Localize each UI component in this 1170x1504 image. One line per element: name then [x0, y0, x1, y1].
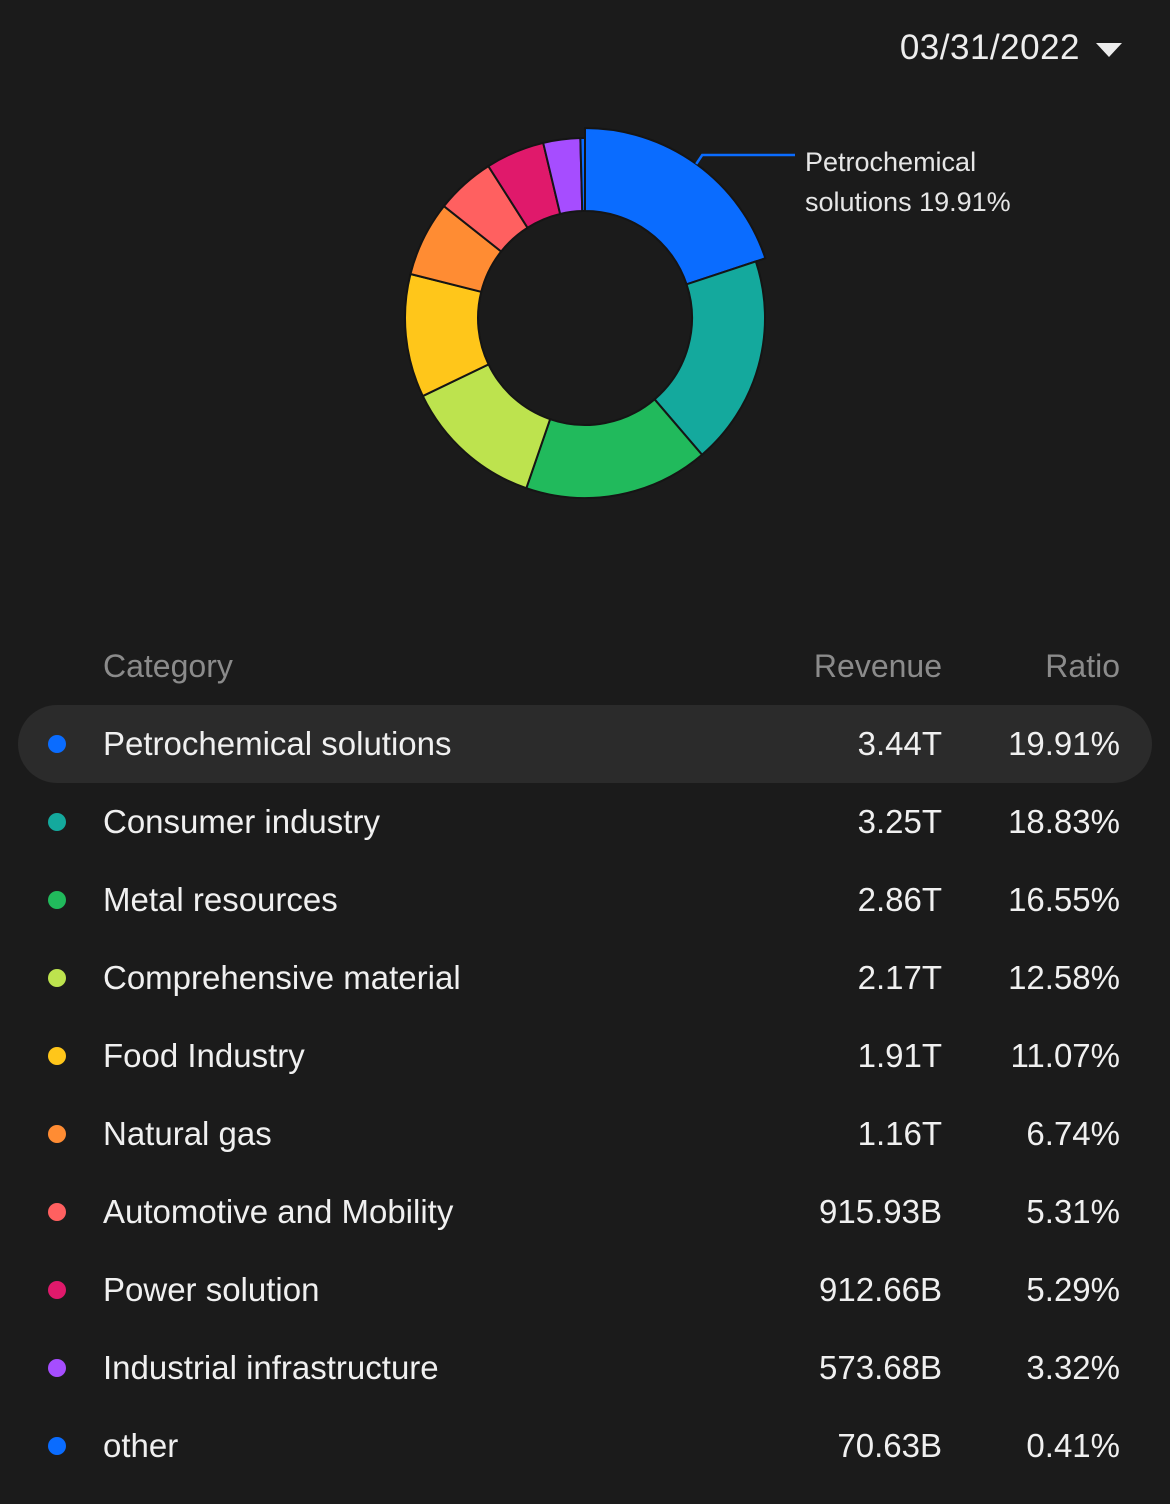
row-revenue: 3.25T	[857, 803, 942, 840]
row-ratio: 16.55%	[1008, 881, 1120, 918]
callout-leader-line	[695, 153, 795, 165]
donut-callout-label: Petrochemical solutions 19.91%	[805, 147, 1011, 217]
column-header-revenue: Revenue	[813, 648, 942, 684]
row-ratio: 5.29%	[1026, 1271, 1120, 1308]
column-header-ratio: Ratio	[1045, 648, 1120, 684]
row-revenue: 2.86T	[857, 881, 942, 918]
donut-slice-petrochemical-solutions[interactable]	[584, 126, 767, 286]
legend-dot	[48, 891, 66, 909]
row-category: Power solution	[103, 1271, 320, 1308]
chevron-down-icon	[1096, 43, 1122, 57]
row-ratio: 3.32%	[1026, 1349, 1120, 1386]
row-ratio: 5.31%	[1026, 1193, 1120, 1230]
table-row[interactable]: other 70.63B 0.41%	[0, 1407, 1170, 1485]
date-selector[interactable]: 03/31/2022	[900, 26, 1122, 70]
row-category: Petrochemical solutions	[103, 725, 452, 762]
row-revenue: 70.63B	[837, 1427, 942, 1464]
legend-dot	[48, 1125, 66, 1143]
row-category: Food Industry	[103, 1037, 305, 1074]
legend-dot	[48, 1359, 66, 1377]
row-revenue: 3.44T	[857, 725, 942, 762]
row-category: Automotive and Mobility	[103, 1193, 454, 1230]
row-highlight	[18, 705, 1152, 783]
donut-slice-consumer-industry[interactable]	[653, 260, 766, 457]
row-ratio: 6.74%	[1026, 1115, 1120, 1152]
donut-slice-other[interactable]	[579, 136, 586, 213]
row-category: Industrial infrastructure	[103, 1349, 439, 1386]
row-revenue: 915.93B	[819, 1193, 942, 1230]
legend-dot	[48, 1047, 66, 1065]
column-header-category: Category	[103, 648, 233, 684]
date-label: 03/31/2022	[899, 28, 1080, 67]
table-row[interactable]: Automotive and Mobility 915.93B 5.31%	[0, 1173, 1170, 1251]
row-ratio: 19.91%	[1008, 725, 1120, 762]
legend-dot	[48, 1281, 66, 1299]
row-ratio: 11.07%	[1010, 1037, 1120, 1074]
table-row[interactable]: Natural gas 1.16T 6.74%	[0, 1095, 1170, 1173]
row-revenue: 912.66B	[819, 1271, 942, 1308]
legend-dot	[48, 969, 66, 987]
row-category: Natural gas	[103, 1115, 272, 1152]
row-revenue: 1.91T	[857, 1037, 942, 1074]
table-row[interactable]: Industrial infrastructure 573.68B 3.32%	[0, 1329, 1170, 1407]
table-header: Category Revenue Ratio	[0, 640, 1170, 696]
row-revenue: 1.16T	[857, 1115, 942, 1152]
table-row[interactable]: Petrochemical solutions 3.44T 19.91%	[0, 705, 1170, 783]
legend-dot	[48, 1437, 66, 1455]
row-ratio: 0.41%	[1026, 1427, 1120, 1464]
row-ratio: 12.58%	[1008, 959, 1120, 996]
row-revenue: 2.17T	[857, 959, 942, 996]
table-row[interactable]: Food Industry 1.91T 11.07%	[0, 1017, 1170, 1095]
legend-dot	[48, 813, 66, 831]
donut-chart	[404, 126, 795, 499]
table-row[interactable]: Power solution 912.66B 5.29%	[0, 1251, 1170, 1329]
row-revenue: 573.68B	[819, 1349, 942, 1386]
category-table: Petrochemical solutions 3.44T 19.91% Con…	[0, 705, 1170, 1485]
table-row[interactable]: Consumer industry 3.25T 18.83%	[0, 783, 1170, 861]
row-category: other	[103, 1427, 179, 1464]
legend-dot	[48, 1203, 66, 1221]
row-category: Comprehensive material	[103, 959, 461, 996]
table-row[interactable]: Metal resources 2.86T 16.55%	[0, 861, 1170, 939]
legend-dot	[48, 735, 66, 753]
row-category: Consumer industry	[103, 803, 380, 840]
row-ratio: 18.83%	[1008, 803, 1120, 840]
row-category: Metal resources	[103, 881, 338, 918]
table-row[interactable]: Comprehensive material 2.17T 12.58%	[0, 939, 1170, 1017]
